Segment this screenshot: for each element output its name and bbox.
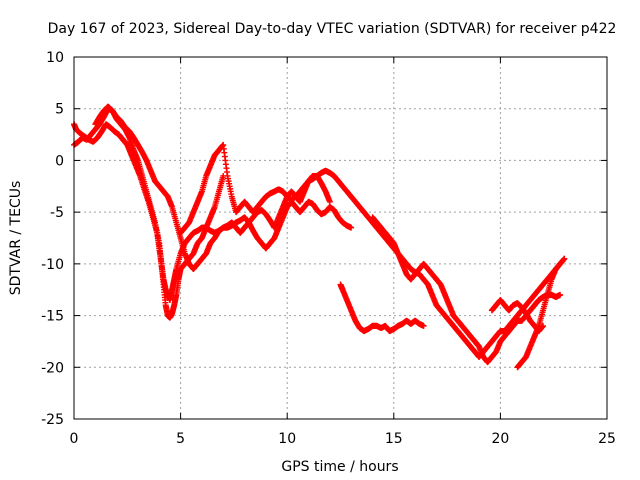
data-series (71, 103, 568, 371)
x-tick-label: 10 (278, 431, 296, 447)
y-axis-label: SDTVAR / TECUs (8, 181, 24, 296)
series-sat-c (92, 103, 333, 273)
series-sat-e (337, 281, 427, 335)
data-point (557, 291, 564, 298)
data-point (557, 260, 564, 267)
data-point (561, 255, 568, 262)
grid-lines (74, 57, 607, 419)
data-point (420, 322, 427, 329)
y-tick-label: -5 (50, 205, 64, 221)
y-tick-label: -10 (41, 257, 64, 273)
x-tick-label: 20 (491, 431, 509, 447)
series-sat-b (71, 121, 355, 304)
y-tick-label: 10 (46, 50, 64, 66)
series-sat-h (514, 260, 564, 371)
y-axis-ticks: 10 5 0 -5 -10 -15 -20 -25 (41, 50, 607, 428)
chart-title: Day 167 of 2023, Sidereal Day-to-day VTE… (48, 21, 617, 37)
x-axis-ticks: 0 5 10 15 20 25 (70, 57, 616, 447)
series-sat-f (369, 214, 564, 366)
x-tick-label: 0 (70, 431, 79, 447)
y-tick-label: 0 (55, 153, 64, 169)
x-axis-label: GPS time / hours (281, 459, 398, 475)
x-tick-label: 25 (598, 431, 616, 447)
data-point (326, 198, 333, 205)
y-tick-label: -25 (41, 412, 64, 428)
x-tick-label: 15 (385, 431, 403, 447)
y-tick-label: -20 (41, 360, 64, 376)
plot-frame (73, 56, 608, 420)
data-point (348, 224, 355, 231)
y-tick-label: 5 (55, 102, 64, 118)
y-tick-label: -15 (41, 309, 64, 325)
x-tick-label: 5 (176, 431, 185, 447)
